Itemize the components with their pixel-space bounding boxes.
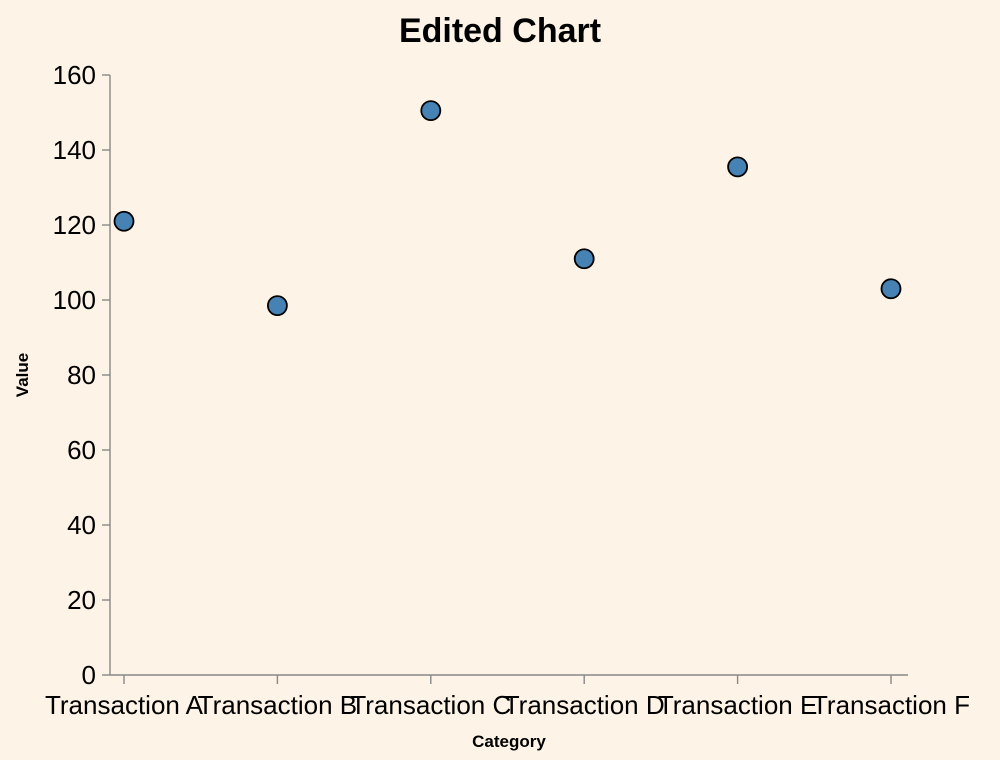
y-tick-label: 40 — [67, 510, 96, 540]
data-point[interactable] — [727, 156, 748, 178]
data-point[interactable] — [573, 248, 595, 270]
y-tick-label: 160 — [53, 60, 96, 90]
y-axis-title: Value — [13, 353, 32, 397]
x-tick-label: Transaction C — [350, 690, 511, 720]
data-point[interactable] — [880, 278, 902, 300]
data-point[interactable] — [266, 295, 288, 317]
data-point[interactable] — [113, 210, 135, 232]
y-tick-label: 0 — [82, 660, 96, 690]
x-axis-title: Category — [472, 732, 546, 751]
y-tick-label: 80 — [67, 360, 96, 390]
x-tick-label: Transaction A — [45, 690, 204, 720]
y-tick-label: 140 — [53, 135, 96, 165]
x-tick-label: Transaction F — [812, 690, 970, 720]
x-tick-label: Transaction D — [504, 690, 665, 720]
x-tick-label: Transaction E — [658, 690, 817, 720]
y-tick-label: 20 — [67, 585, 96, 615]
chart-title: Edited Chart — [399, 12, 601, 50]
y-tick-label: 60 — [67, 435, 96, 465]
y-axis: 0 20 40 60 80 100 120 140 160 — [53, 60, 111, 690]
data-points — [113, 100, 902, 317]
data-point[interactable] — [420, 100, 442, 122]
x-tick-label: Transaction B — [198, 690, 357, 720]
y-tick-label: 120 — [53, 210, 96, 240]
y-tick-label: 100 — [53, 285, 96, 315]
